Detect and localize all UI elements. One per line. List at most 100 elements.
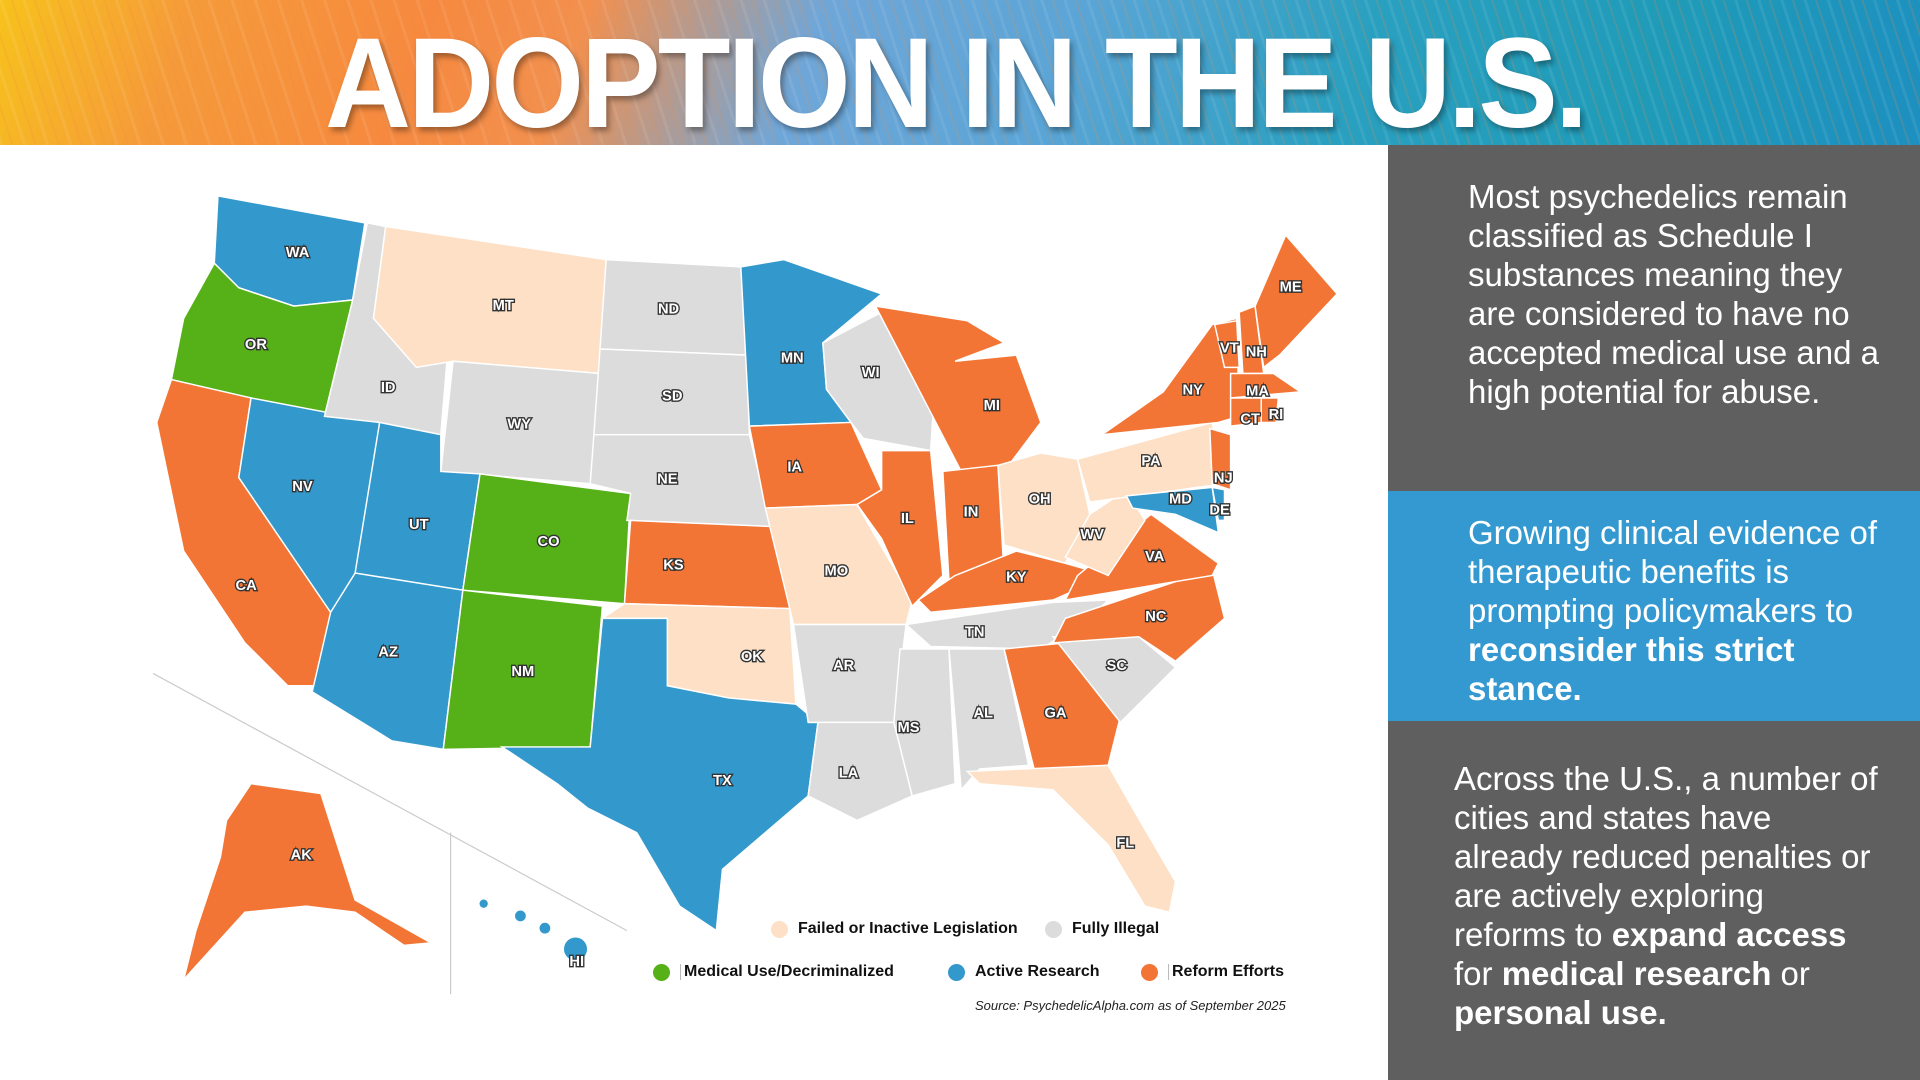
inset-divider xyxy=(152,672,628,932)
state-hi xyxy=(538,921,552,936)
state-label: MD xyxy=(1169,491,1192,507)
panel-text-bold: reconsider this strict stance. xyxy=(1468,631,1795,707)
panel-text-bold: personal use. xyxy=(1454,994,1667,1031)
state-label: IN xyxy=(964,505,979,521)
state-label: SC xyxy=(1107,658,1128,674)
header-banner: ADOPTION IN THE U.S. xyxy=(0,0,1920,145)
state-label: MS xyxy=(898,720,920,736)
state-tx xyxy=(499,617,819,932)
state-label: AR xyxy=(833,658,855,674)
state-label: OR xyxy=(245,337,267,353)
state-label: PA xyxy=(1141,453,1161,469)
state-label: WI xyxy=(862,365,880,381)
state-mt xyxy=(372,225,607,375)
state-fl xyxy=(965,764,1177,914)
page-title: ADOPTION IN THE U.S. xyxy=(325,12,1588,146)
state-label: DE xyxy=(1209,502,1230,518)
legend-swatch-failed xyxy=(771,920,788,938)
legend-item-research: Active Research xyxy=(948,963,1100,981)
state-ak xyxy=(182,782,434,981)
state-ri xyxy=(1260,397,1280,424)
legend-label: Medical Use/Decriminalized xyxy=(684,963,894,980)
state-label: IL xyxy=(901,511,914,527)
state-label: RI xyxy=(1269,407,1284,423)
state-label: VA xyxy=(1145,549,1165,565)
state-ma xyxy=(1229,372,1303,399)
paint-texture xyxy=(0,0,1920,145)
state-label: AZ xyxy=(378,644,398,660)
state-label: NV xyxy=(292,479,313,495)
state-label: NC xyxy=(1145,609,1167,625)
state-il xyxy=(856,449,944,608)
state-label: NM xyxy=(511,664,534,680)
info-panel-evidence: Growing clinical evidence of therapeutic… xyxy=(1388,491,1920,721)
state-label: MA xyxy=(1246,384,1269,400)
state-label: ME xyxy=(1280,279,1302,295)
panel-text-bold: medical research xyxy=(1501,955,1772,992)
legend-item-reform: Reform Efforts xyxy=(1141,963,1284,981)
state-label: SD xyxy=(662,388,682,404)
state-label: MO xyxy=(824,564,848,580)
state-label: KY xyxy=(1006,570,1027,586)
state-label: NH xyxy=(1246,344,1267,360)
panel-text-bold: expand access xyxy=(1611,916,1847,953)
legend-swatch-reform xyxy=(1141,963,1158,981)
state-label: CO xyxy=(538,534,560,550)
state-label: MN xyxy=(781,350,804,366)
state-ny xyxy=(1099,317,1240,436)
state-ne xyxy=(589,433,773,528)
state-label: ID xyxy=(381,380,396,396)
state-ga xyxy=(1003,642,1122,773)
state-label: VT xyxy=(1220,341,1239,357)
state-label: OK xyxy=(741,649,763,665)
panel-text: or xyxy=(1771,955,1810,992)
legend-item-failed: Failed or Inactive Legislation xyxy=(771,920,1018,938)
state-hi xyxy=(513,909,528,923)
separator xyxy=(680,964,681,980)
state-label: NE xyxy=(657,472,678,488)
panel-text: Growing clinical evidence of therapeutic… xyxy=(1468,514,1878,629)
info-panel-reforms: Across the U.S., a number of cities and … xyxy=(1388,721,1920,1080)
state-ks xyxy=(623,519,791,610)
state-la xyxy=(807,721,914,822)
legend-label: Reform Efforts xyxy=(1172,963,1285,980)
state-ms xyxy=(893,648,956,797)
state-label: TN xyxy=(965,625,985,641)
legend-swatch-illegal xyxy=(1045,920,1062,938)
state-label: NY xyxy=(1182,382,1203,398)
state-me xyxy=(1254,233,1339,369)
legend-label: Fully Illegal xyxy=(1072,920,1160,937)
state-label: MI xyxy=(984,398,1000,414)
state-label: AK xyxy=(291,848,313,864)
panel-text: for xyxy=(1454,955,1502,992)
state-label: HI xyxy=(569,954,584,970)
state-label: AL xyxy=(973,706,993,722)
state-hi xyxy=(562,936,589,962)
state-nj xyxy=(1209,427,1232,491)
state-label: IA xyxy=(787,459,802,475)
separator xyxy=(1168,964,1169,980)
state-label: WY xyxy=(507,417,531,433)
state-label: LA xyxy=(839,766,859,782)
source-note: Source: PsychedelicAlpha.com as of Septe… xyxy=(975,998,1286,1013)
state-label: UT xyxy=(409,517,429,533)
info-panel-schedule: Most psychedelics remain classified as S… xyxy=(1388,145,1920,491)
legend-item-illegal: Fully Illegal xyxy=(1045,920,1159,938)
state-label: NJ xyxy=(1214,470,1233,486)
panel-text: Most psychedelics remain classified as S… xyxy=(1468,178,1879,410)
state-vt xyxy=(1213,319,1240,369)
state-label: WA xyxy=(286,245,310,261)
legend-swatch-research xyxy=(948,963,965,981)
state-label: GA xyxy=(1044,706,1066,722)
state-hi xyxy=(478,898,490,910)
state-label: TX xyxy=(713,773,732,789)
state-label: WV xyxy=(1080,527,1104,543)
legend-label: Active Research xyxy=(975,963,1100,980)
legend-swatch-medical xyxy=(653,963,670,981)
legend-item-medical: Medical Use/Decriminalized xyxy=(653,963,894,981)
state-label: FL xyxy=(1116,835,1134,851)
state-label: CT xyxy=(1240,412,1260,428)
state-al xyxy=(948,648,1030,792)
state-de xyxy=(1211,486,1226,522)
